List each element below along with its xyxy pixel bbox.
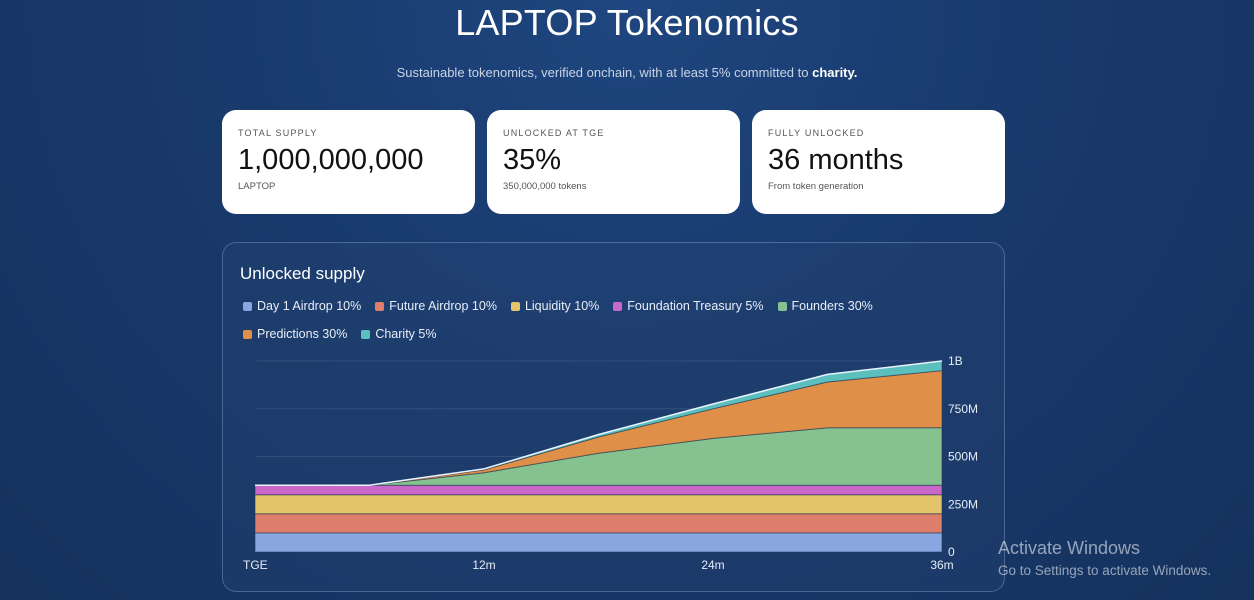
- x-tick-label: 36m: [930, 558, 953, 572]
- legend-swatch: [243, 301, 252, 311]
- legend-swatch: [613, 301, 623, 311]
- legend-label: Liquidity 10%: [524, 299, 600, 313]
- legend-label: Predictions 30%: [257, 327, 348, 341]
- stat-sub: From token generation: [768, 181, 864, 192]
- y-tick-label: 250M: [948, 497, 978, 511]
- legend-item[interactable]: Foundation Treasury 5%: [613, 298, 764, 314]
- watermark-subtitle: Go to Settings to activate Windows.: [998, 563, 1212, 578]
- x-tick-label: 24m: [701, 558, 724, 572]
- legend-swatch: [375, 301, 385, 311]
- legend-label: Day 1 Airdrop 10%: [257, 299, 362, 313]
- stat-card-unlocked-at-tge: UNLOCKED AT TGE 35% 350,000,000 tokens: [487, 110, 740, 214]
- watermark-title: Activate Windows: [998, 538, 1141, 558]
- stat-value: 35%: [503, 144, 562, 176]
- legend-label: Charity 5%: [375, 327, 437, 341]
- legend-item[interactable]: Predictions 30%: [243, 326, 347, 342]
- windows-activation-watermark: Activate Windows Go to Settings to activ…: [998, 538, 1211, 578]
- stat-sub: LAPTOP: [238, 181, 276, 192]
- area-series: [254, 484, 943, 496]
- legend-label: Founders 30%: [791, 299, 873, 313]
- y-tick-label: 1B: [948, 354, 963, 368]
- legend-swatch: [777, 301, 787, 311]
- x-tick-label: TGE: [243, 558, 268, 572]
- chart-title: Unlocked supply: [240, 264, 365, 283]
- legend-item[interactable]: Future Airdrop 10%: [375, 298, 497, 314]
- area-series: [254, 532, 943, 553]
- legend-item[interactable]: Day 1 Airdrop 10%: [243, 298, 361, 314]
- total-line: [255, 360, 943, 486]
- stat-sub: 350,000,000 tokens: [503, 181, 587, 192]
- stat-card-total-supply: TOTAL SUPPLY 1,000,000,000 LAPTOP: [222, 110, 475, 214]
- chart-legend: Day 1 Airdrop 10% Future Airdrop 10% Liqui…: [243, 298, 1003, 342]
- stat-card-fully-unlocked: FULLY UNLOCKED 36 months From token gene…: [752, 110, 1005, 214]
- area-series: [254, 513, 943, 534]
- legend-item[interactable]: Charity 5%: [361, 326, 436, 342]
- stat-value: 36 months: [768, 144, 904, 176]
- legend-item[interactable]: Liquidity 10%: [510, 298, 600, 314]
- legend-swatch: [361, 329, 371, 339]
- x-tick-label: 12m: [472, 558, 495, 572]
- area-series: [254, 494, 943, 515]
- stat-label: FULLY UNLOCKED: [768, 128, 865, 138]
- legend-item[interactable]: Founders 30%: [777, 298, 873, 314]
- legend-label: Future Airdrop 10%: [389, 299, 497, 313]
- legend-label: Foundation Treasury 5%: [627, 299, 764, 313]
- stat-value: 1,000,000,000: [238, 144, 424, 176]
- unlocked-supply-chart: 0 250M 500M 750M 1B TGE 12m 24m 36m: [243, 354, 978, 572]
- y-tick-label: 750M: [948, 402, 978, 416]
- subtitle-highlight: charity.: [812, 65, 858, 80]
- page-subtitle: Sustainable tokenomics, verified onchain…: [0, 65, 1254, 80]
- y-tick-label: 0: [948, 545, 955, 559]
- stat-label: TOTAL SUPPLY: [238, 128, 318, 138]
- y-tick-label: 500M: [948, 450, 978, 464]
- subtitle-text: Sustainable tokenomics, verified onchain…: [396, 65, 809, 80]
- stat-label: UNLOCKED AT TGE: [503, 128, 605, 138]
- page-title: LAPTOP Tokenomics: [455, 2, 799, 43]
- legend-swatch: [510, 301, 520, 311]
- unlocked-supply-panel: Unlocked supply Day 1 Airdrop 10% Future …: [222, 242, 1005, 592]
- legend-swatch: [243, 329, 252, 339]
